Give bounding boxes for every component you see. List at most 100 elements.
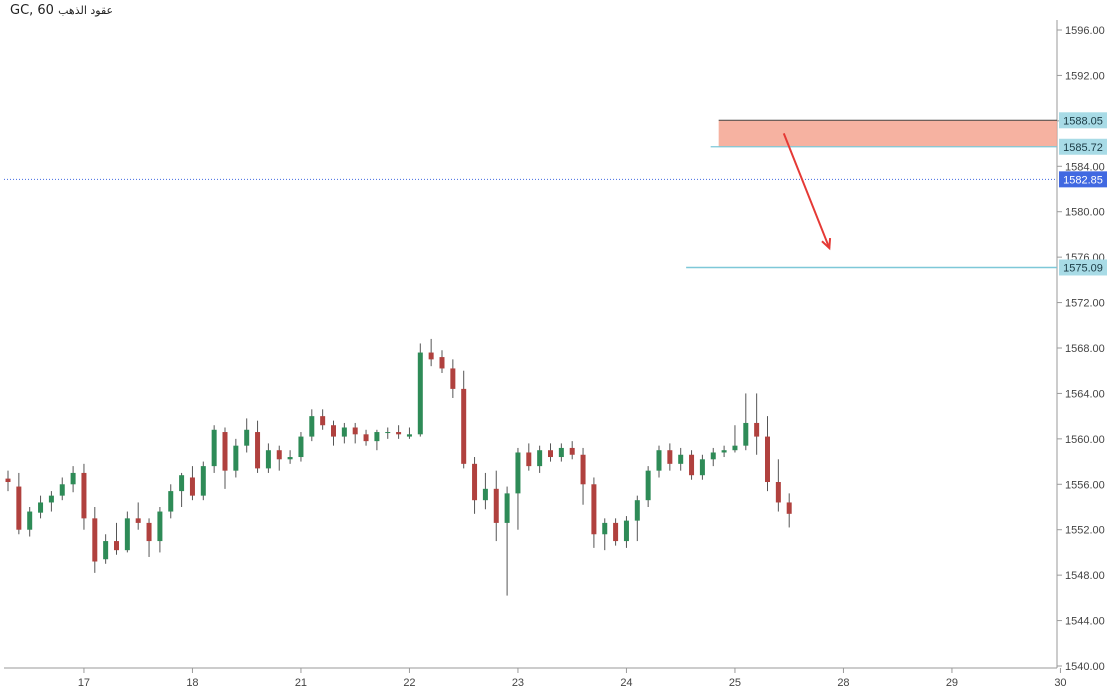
candle-body	[732, 445, 738, 451]
x-tick-label: 29	[946, 677, 958, 689]
y-tick-label: 1564.00	[1065, 388, 1105, 400]
price-tag-label: 1588.05	[1063, 115, 1103, 127]
candle-body	[558, 447, 564, 458]
candle-body	[591, 484, 597, 535]
candle-body	[27, 511, 33, 530]
y-tick-label: 1568.00	[1065, 343, 1105, 355]
x-tick-label: 24	[620, 677, 632, 689]
candle-body	[81, 472, 87, 519]
candle-body	[320, 416, 326, 426]
x-tick-label: 30	[1054, 677, 1066, 689]
candle-body	[200, 466, 206, 496]
candle-body	[678, 454, 684, 464]
candle-body	[157, 511, 163, 542]
candle-body	[439, 357, 445, 369]
candle-body	[16, 486, 22, 530]
candle-body	[5, 478, 11, 483]
candle-body	[331, 425, 336, 437]
x-tick-label: 18	[186, 677, 198, 689]
candle-body	[417, 352, 423, 435]
candle-body	[103, 541, 109, 560]
y-tick-label: 1580.00	[1065, 207, 1105, 219]
x-tick-label: 28	[837, 677, 849, 689]
candle-body	[493, 488, 499, 523]
candle-body	[406, 434, 412, 437]
candle-body	[59, 484, 65, 496]
candle-body	[179, 475, 185, 492]
resistance-zone	[718, 120, 1057, 147]
candle-body	[482, 488, 488, 501]
candle-body	[504, 493, 510, 523]
candle-body	[623, 520, 629, 542]
candle-body	[721, 450, 727, 453]
candle-body	[352, 427, 358, 435]
price-tag-1575-09	[1059, 259, 1107, 276]
symbol-label: GC, 60	[10, 3, 54, 18]
trend-arrow-head	[821, 238, 832, 251]
candle-body	[656, 450, 662, 471]
y-tick-label: 1584.00	[1065, 161, 1105, 173]
candle-body	[114, 541, 119, 551]
price-tag-label: 1575.09	[1063, 262, 1103, 274]
candle-body	[775, 482, 781, 503]
y-tick-label: 1552.00	[1065, 525, 1105, 537]
y-tick-label: 1540.00	[1065, 661, 1105, 673]
candle-body	[92, 518, 98, 562]
candle-body	[613, 522, 619, 542]
candle-body	[222, 432, 228, 471]
candle-body	[428, 352, 434, 360]
y-tick-label: 1592.00	[1065, 70, 1105, 82]
candle-body	[472, 463, 478, 501]
y-tick-label: 1572.00	[1065, 298, 1105, 310]
candle-body	[70, 472, 76, 485]
candle-body	[634, 500, 640, 521]
x-tick-label: 17	[78, 677, 90, 689]
candle-body	[515, 452, 521, 494]
candle-body	[168, 491, 174, 512]
price-tag-1588-05	[1059, 112, 1107, 129]
candle-body	[580, 454, 586, 485]
candle-body	[244, 429, 250, 446]
candle-body	[374, 432, 380, 442]
candle-body	[743, 422, 749, 446]
candle-body	[38, 502, 44, 513]
candle-body	[363, 434, 369, 442]
candle-body	[450, 368, 456, 389]
price-tag-label: 1585.72	[1063, 142, 1103, 154]
price-tag-1585-72	[1059, 138, 1107, 155]
candle-body	[124, 518, 130, 551]
candle-body	[765, 436, 770, 483]
y-tick-label: 1548.00	[1065, 570, 1105, 582]
candle-body	[710, 452, 716, 460]
candle-body	[385, 432, 391, 434]
instrument-name: عقود الذهب	[58, 4, 114, 17]
candle-body	[309, 416, 315, 437]
candle-body	[569, 447, 575, 455]
chart-title: GC, 60 عقود الذهب	[10, 3, 113, 18]
price-tag-1582-85	[1059, 171, 1107, 188]
candle-body	[298, 436, 304, 458]
trend-arrow	[782, 132, 831, 249]
x-tick-label: 25	[729, 677, 741, 689]
candle-body	[526, 452, 532, 467]
price-tag-label: 1582.85	[1063, 174, 1103, 186]
candle-body	[396, 432, 402, 435]
candle-body	[265, 450, 271, 469]
candle-body	[548, 450, 553, 458]
candle-body	[667, 450, 673, 464]
candle-body	[602, 522, 608, 535]
x-tick-label: 21	[295, 677, 307, 689]
candle-body	[48, 495, 54, 503]
y-tick-label: 1544.00	[1065, 616, 1105, 628]
x-tick-label: 22	[403, 677, 415, 689]
candle-body	[146, 522, 152, 542]
candle-body	[233, 445, 239, 471]
candle-body	[699, 459, 705, 476]
y-tick-label: 1556.00	[1065, 479, 1105, 491]
candle-body	[537, 450, 543, 467]
candle-body	[211, 429, 217, 467]
y-tick-label: 1560.00	[1065, 434, 1105, 446]
candle-body	[689, 454, 695, 476]
candle-body	[287, 457, 293, 460]
